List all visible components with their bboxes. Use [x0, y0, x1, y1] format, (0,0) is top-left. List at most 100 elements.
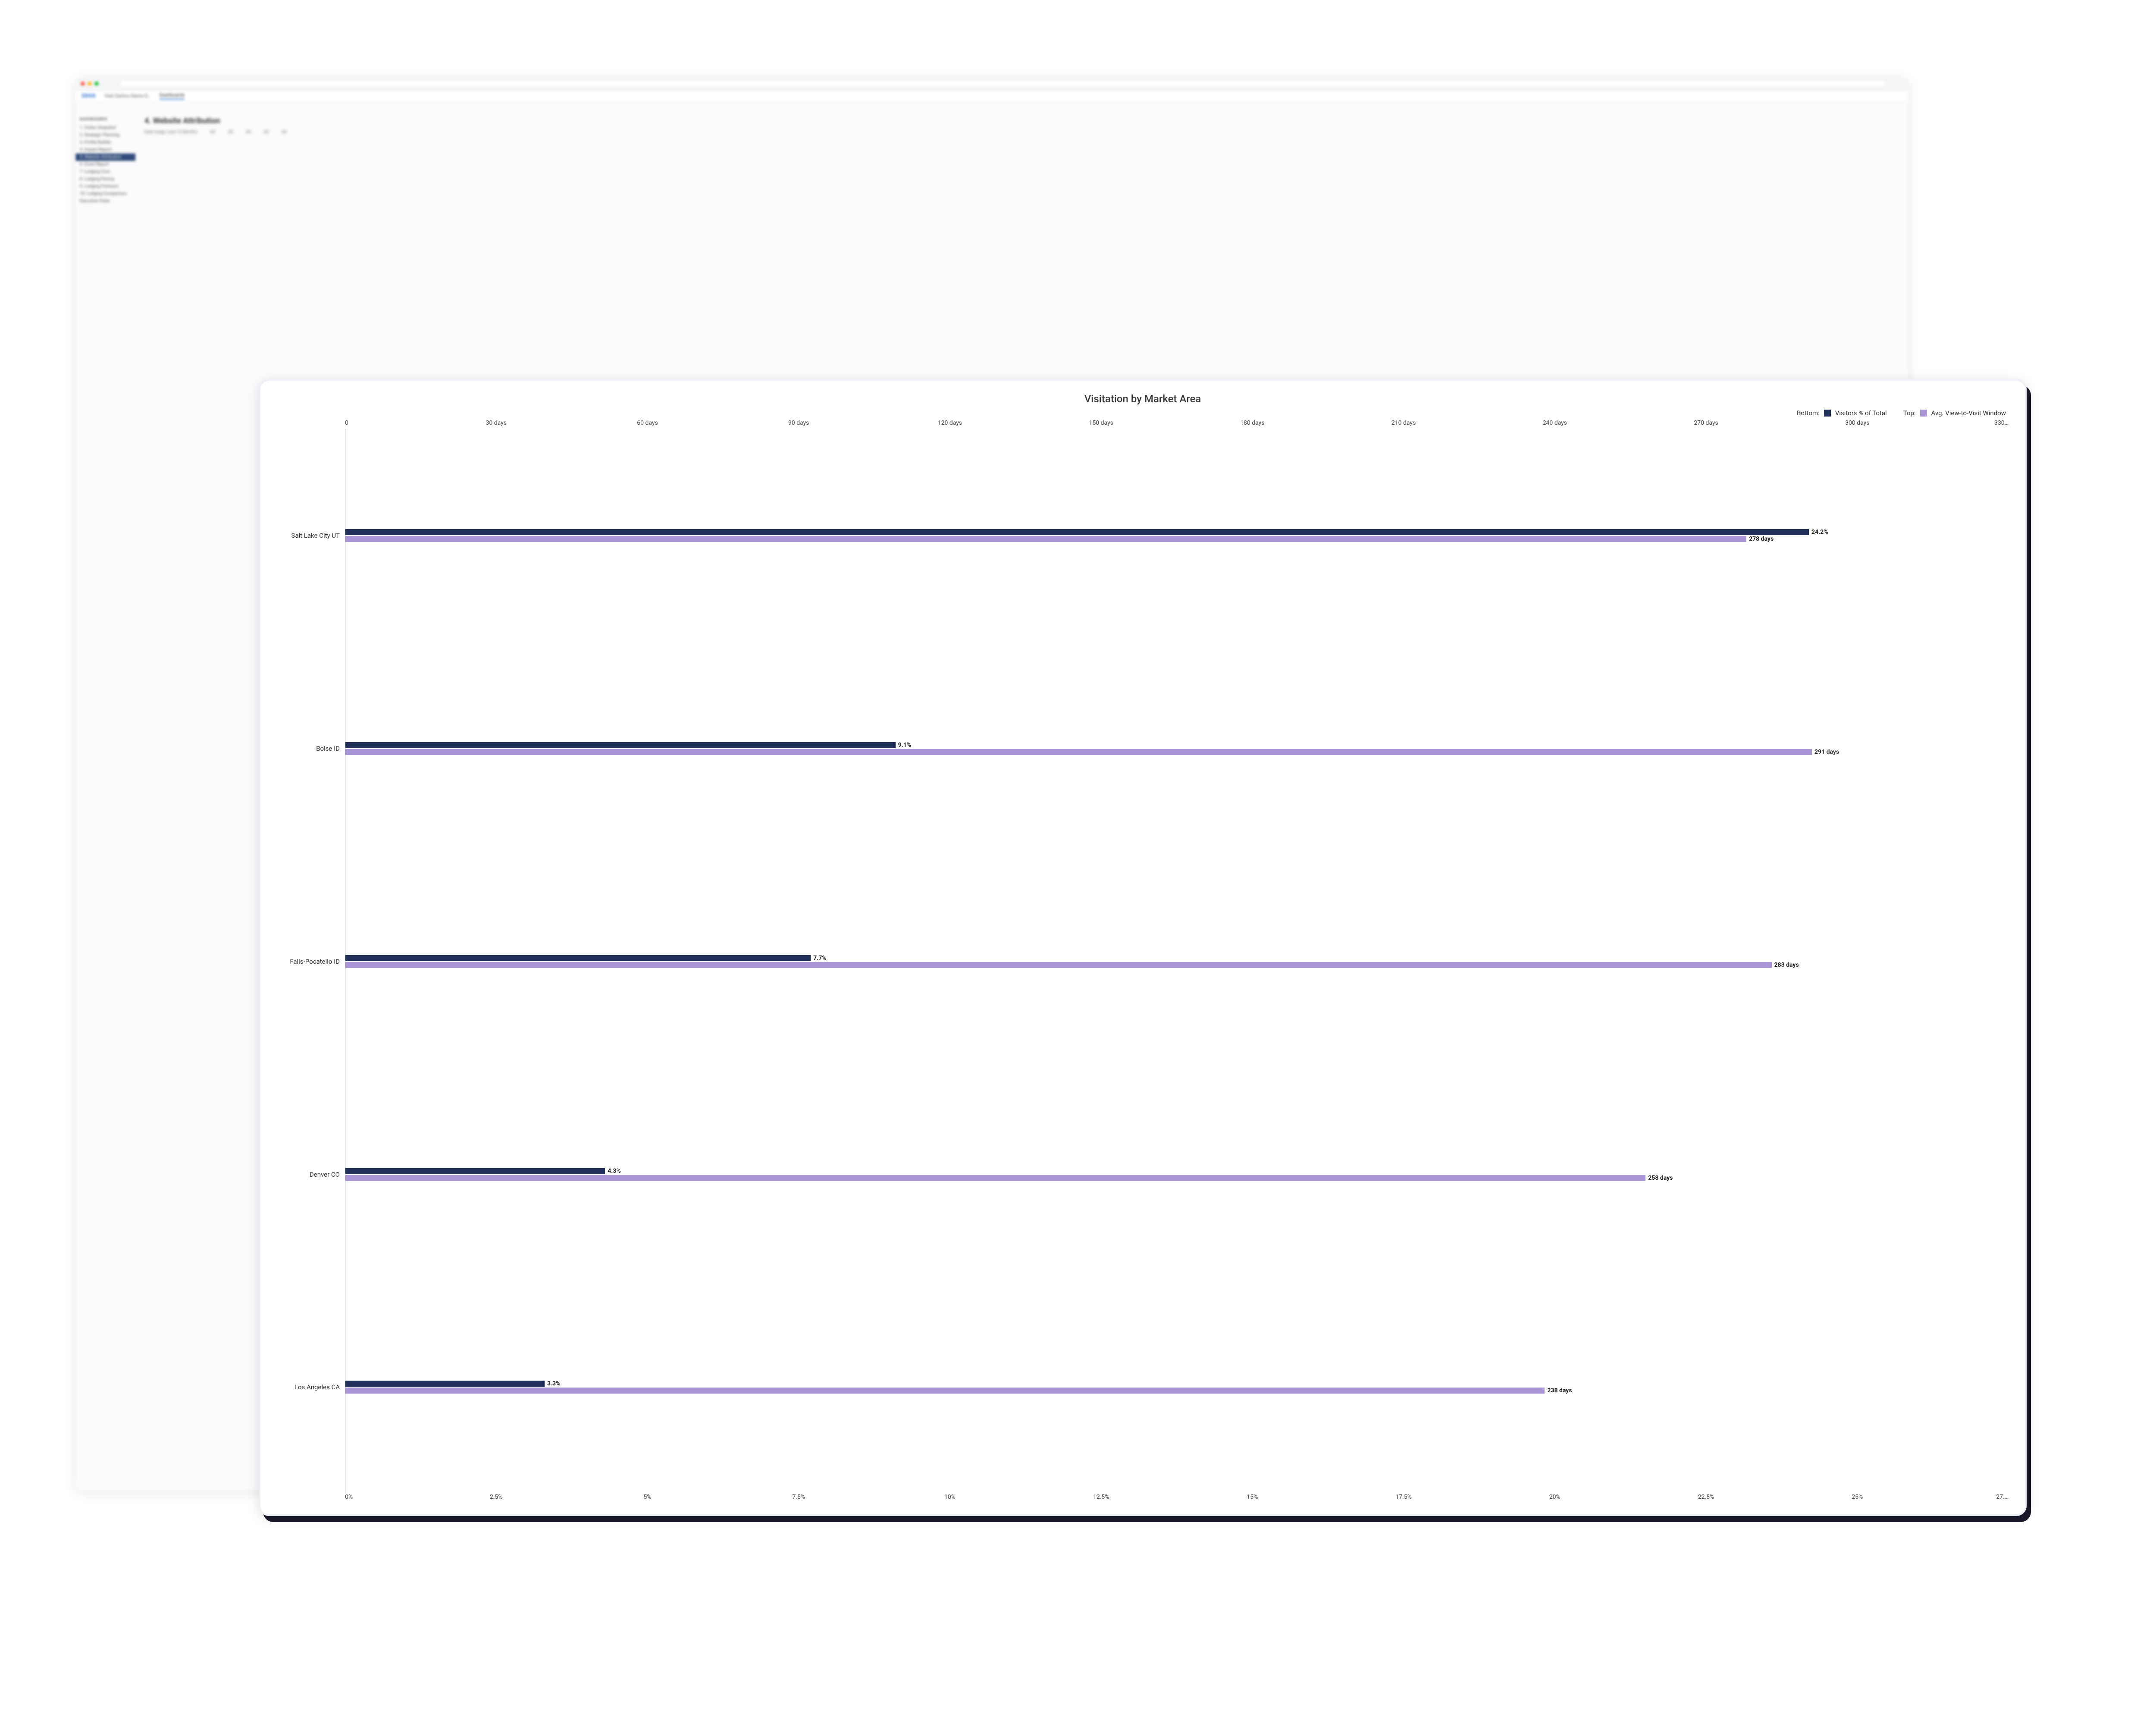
- filter-chip[interactable]: All: [228, 130, 233, 135]
- window-minimize-icon[interactable]: [88, 81, 92, 86]
- axis-tick: 30 days: [486, 420, 506, 426]
- axis-tick: 150 days: [1089, 420, 1113, 426]
- bar-row: Falls-Pocatello ID7.7%283 days: [277, 866, 2009, 1057]
- bar-view-to-visit-days[interactable]: 291 days: [345, 749, 1812, 755]
- chart-legend: Bottom: Visitors % of Total Top: Avg. Vi…: [277, 409, 2009, 417]
- category-label: Boise ID: [277, 745, 345, 752]
- filter-chip[interactable]: All: [246, 130, 251, 135]
- axis-tick: 20%: [1549, 1494, 1561, 1501]
- bar-value-label: 24.2%: [1809, 529, 1828, 536]
- bars-cell: 4.3%258 days: [345, 1078, 2009, 1270]
- sidebar-item[interactable]: 9. Lodging Premium: [75, 183, 135, 190]
- axis-tick: 10%: [944, 1494, 956, 1501]
- bar-visitors-pct[interactable]: 7.7%: [345, 955, 811, 961]
- sidebar-item[interactable]: 2. Strategic Planning: [75, 132, 135, 139]
- axis-tick: 60 days: [637, 420, 658, 426]
- legend-bottom-label: Bottom:: [1797, 409, 1820, 417]
- axis-tick: 27.…: [1996, 1494, 2009, 1501]
- bar-visitors-pct[interactable]: 24.2%: [345, 529, 1809, 535]
- bar-value-label: 4.3%: [605, 1168, 620, 1175]
- filter-chip[interactable]: Date range: Last 12 Months: [144, 130, 197, 135]
- sidebar: DASHBOARDS 1. Visitor Snapshot2. Strateg…: [75, 91, 136, 1491]
- sidebar-heading: DASHBOARDS: [75, 116, 135, 122]
- bar-visitors-pct[interactable]: 3.3%: [345, 1381, 545, 1387]
- bar-row: Salt Lake City UT24.2%278 days: [277, 440, 2009, 631]
- bar-value-label: 9.1%: [896, 742, 911, 749]
- bar-row: Los Angeles CA3.3%238 days: [277, 1291, 2009, 1483]
- bars-cell: 3.3%238 days: [345, 1291, 2009, 1483]
- url-bar[interactable]: [119, 80, 1886, 88]
- sidebar-item[interactable]: 6. Event Report: [75, 161, 135, 168]
- bottom-axis: 0% 2.5% 5% 7.5% 10% 12.5% 15% 17.5% 20% 22.5% 25% 2…: [277, 1494, 2009, 1503]
- bars-area: Salt Lake City UT24.2%278 daysBoise ID9.…: [277, 429, 2009, 1494]
- bar-view-to-visit-days[interactable]: 283 days: [345, 962, 1772, 968]
- filter-chip[interactable]: All: [264, 130, 269, 135]
- bars-cell: 9.1%291 days: [345, 653, 2009, 844]
- axis-tick: 0%: [345, 1494, 353, 1501]
- bar-row: Boise ID9.1%291 days: [277, 653, 2009, 844]
- axis-tick: 270 days: [1694, 420, 1718, 426]
- sidebar-item[interactable]: 5. Website Attribution: [75, 154, 135, 161]
- axis-tick: 15%: [1247, 1494, 1258, 1501]
- filter-chip[interactable]: All: [282, 130, 286, 135]
- filter-chip[interactable]: All: [210, 130, 215, 135]
- axis-tick: 180 days: [1240, 420, 1264, 426]
- bars-cell: 7.7%283 days: [345, 866, 2009, 1057]
- axis-tick: 330…: [1994, 420, 2009, 426]
- axis-tick: 12.5%: [1093, 1494, 1109, 1501]
- legend-top-series: Avg. View-to-Visit Window: [1931, 409, 2006, 417]
- axis-tick: 7.5%: [792, 1494, 805, 1501]
- bar-value-label: 278 days: [1746, 536, 1774, 542]
- sidebar-item[interactable]: Executive Pulse: [75, 197, 135, 205]
- legend-top-label: Top:: [1903, 409, 1916, 417]
- bar-value-label: 291 days: [1812, 749, 1839, 755]
- axis-tick: 120 days: [938, 420, 962, 426]
- axis-tick: 90 days: [788, 420, 809, 426]
- category-label: Salt Lake City UT: [277, 532, 345, 539]
- bar-value-label: 3.3%: [545, 1380, 560, 1387]
- sidebar-item[interactable]: 10. Lodging Comparison: [75, 190, 135, 197]
- filters-row: Date range: Last 12 Months All All All All Al…: [144, 130, 1899, 135]
- bar-view-to-visit-days[interactable]: 258 days: [345, 1175, 1645, 1181]
- bar-view-to-visit-days[interactable]: 238 days: [345, 1388, 1545, 1394]
- axis-tick: 240 days: [1543, 420, 1567, 426]
- sidebar-item[interactable]: 8. Lodging Pacing: [75, 175, 135, 183]
- axis-tick: 25%: [1852, 1494, 1863, 1501]
- app-header: ZDOS Visit Zartico Demo D… Dashboards: [75, 91, 1908, 102]
- bar-row: Denver CO4.3%258 days: [277, 1078, 2009, 1270]
- legend-top-swatch: [1920, 410, 1927, 417]
- app-logo: ZDOS: [81, 93, 96, 99]
- chart-body: 0 30 days 60 days 90 days 120 days 150 days 18…: [277, 420, 2009, 1503]
- bar-visitors-pct[interactable]: 9.1%: [345, 742, 896, 748]
- category-label: Falls-Pocatello ID: [277, 958, 345, 965]
- axis-tick: 5%: [643, 1494, 651, 1501]
- axis-tick: 17.5%: [1395, 1494, 1412, 1501]
- chart-card: Visitation by Market Area Bottom: Visito…: [259, 379, 2027, 1516]
- workspace-name[interactable]: Visit Zartico Demo D…: [104, 93, 151, 99]
- bar-visitors-pct[interactable]: 4.3%: [345, 1168, 605, 1174]
- window-maximize-icon[interactable]: [94, 81, 99, 86]
- axis-tick: 210 days: [1391, 420, 1416, 426]
- category-label: Los Angeles CA: [277, 1383, 345, 1391]
- header-tab-dashboards[interactable]: Dashboards: [160, 92, 185, 100]
- axis-tick: 2.5%: [490, 1494, 503, 1501]
- traffic-lights: [81, 81, 99, 86]
- axis-tick: 22.5%: [1698, 1494, 1714, 1501]
- sidebar-item[interactable]: 4. Impact Report: [75, 146, 135, 154]
- bars-cell: 24.2%278 days: [345, 440, 2009, 631]
- sidebar-item[interactable]: 3. Profile Builder: [75, 139, 135, 146]
- bar-view-to-visit-days[interactable]: 278 days: [345, 536, 1746, 542]
- legend-bottom-series: Visitors % of Total: [1835, 409, 1887, 417]
- top-axis: 0 30 days 60 days 90 days 120 days 150 days 18…: [277, 420, 2009, 429]
- bar-value-label: 258 days: [1645, 1175, 1673, 1181]
- bar-value-label: 238 days: [1545, 1387, 1572, 1394]
- sidebar-item[interactable]: 1. Visitor Snapshot: [75, 124, 135, 132]
- axis-tick: 0: [345, 420, 348, 426]
- window-close-icon[interactable]: [81, 81, 85, 86]
- category-label: Denver CO: [277, 1171, 345, 1178]
- axis-tick: 300 days: [1845, 420, 1869, 426]
- legend-bottom-swatch: [1824, 410, 1831, 417]
- chart-title: Visitation by Market Area: [277, 393, 2009, 405]
- bar-value-label: 7.7%: [811, 955, 826, 962]
- sidebar-item[interactable]: 7. Lodging Core: [75, 168, 135, 175]
